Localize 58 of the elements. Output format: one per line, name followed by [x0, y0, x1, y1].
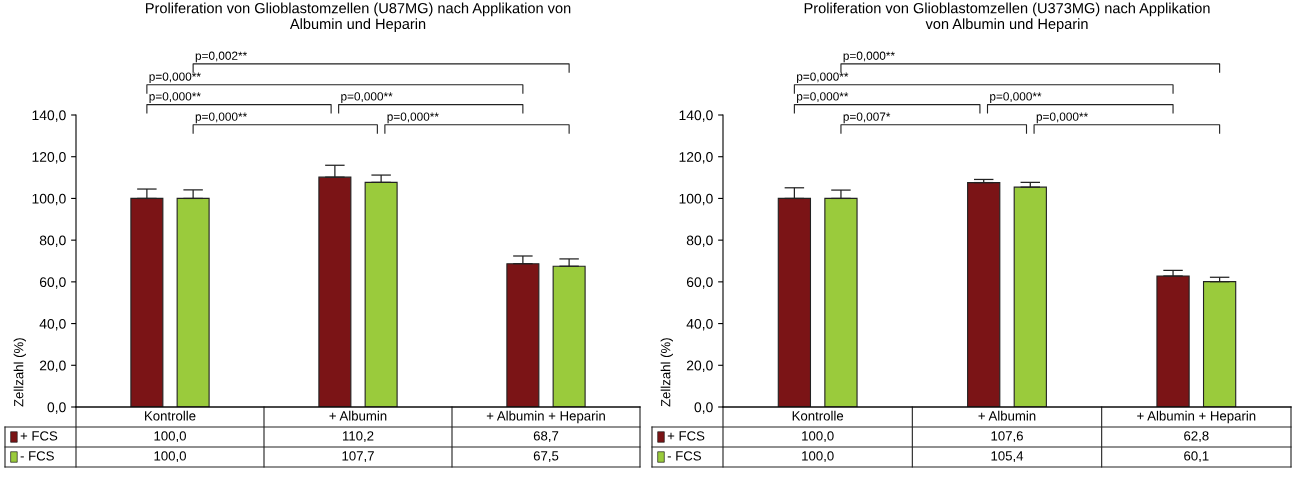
annotation: p=0,000** — [195, 112, 248, 124]
y-axis-title: Zellzahl (%) — [13, 338, 26, 407]
y-tick-label: 140,0 — [32, 110, 66, 122]
y-tick-label: 60,0 — [686, 277, 713, 289]
bar — [1013, 186, 1047, 407]
text: 67,5 — [533, 451, 559, 463]
annotation: p=0,000** — [387, 112, 439, 124]
text: 100,0 — [802, 431, 834, 443]
y-tick-label: 100,0 — [32, 193, 66, 206]
text: p=0,000** — [149, 72, 201, 84]
y-tick-label: 60,0 — [39, 277, 66, 289]
x-tick-label: Kontrolle — [145, 410, 196, 421]
legend-label: + FCS — [667, 431, 705, 441]
y-tick-label: 20,0 — [686, 360, 713, 373]
text: p=0,000** — [797, 92, 849, 103]
y-tick-label: 40,0 — [39, 318, 66, 331]
text: 62,8 — [1184, 431, 1209, 443]
text: 100,0 — [802, 451, 834, 463]
text: 100,0 — [154, 451, 186, 463]
bar — [1202, 281, 1237, 407]
text: 105,4 — [991, 451, 1024, 463]
text: p=0,000** — [797, 72, 849, 84]
y-tick-label: 40,0 — [686, 318, 713, 331]
bar — [967, 182, 1001, 407]
y-tick-label: 120,0 — [679, 152, 713, 164]
text: 107,6 — [991, 431, 1023, 443]
chart-title: Proliferation von Glioblastomzellen (U373MG) nach Applikation von Albumin und Heparin — [804, 2, 1210, 32]
legend-label: - FCS — [667, 451, 701, 461]
text: p=0,000** — [990, 92, 1042, 103]
annotation: p=0,007* — [843, 112, 891, 124]
y-tick-label: 140,0 — [679, 110, 713, 122]
text: 60,1 — [1184, 451, 1209, 463]
text: p=0,000** — [341, 92, 393, 103]
x-tick-label: Kontrolle — [792, 410, 844, 421]
text: 110,2 — [342, 431, 374, 443]
y-tick-label: 0,0 — [694, 402, 713, 414]
y-tick-label: 100,0 — [679, 193, 713, 206]
text: p=0,000** — [149, 92, 201, 103]
annotation: p=0,000** — [1036, 112, 1088, 124]
chart-title: Proliferation von Glioblastomzellen (U87MG) nach Applikation von Albumin und Heparin — [146, 2, 571, 32]
y-tick-label: 20,0 — [39, 360, 66, 373]
y-tick-label: 120,0 — [32, 152, 66, 164]
legend-label: - FCS — [20, 451, 54, 461]
y-axis-title: Zellzahl (%) — [660, 338, 673, 407]
text: 68,7 — [533, 431, 559, 443]
text: 100,0 — [154, 431, 186, 443]
bar — [1156, 275, 1190, 407]
y-tick-label: 80,0 — [686, 235, 713, 247]
x-tick-label: + Albumin — [978, 410, 1036, 421]
legend-label: + FCS — [20, 431, 58, 441]
text: p=0,000** — [843, 51, 895, 63]
x-tick-label: + Albumin + Heparin — [486, 410, 605, 424]
y-tick-label: 0,0 — [47, 402, 66, 414]
text: p=0,002** — [195, 51, 248, 63]
x-tick-label: + Albumin — [329, 410, 387, 421]
x-tick-label: + Albumin + Heparin — [1137, 410, 1256, 424]
y-tick-label: 80,0 — [39, 235, 66, 247]
text: 107,7 — [342, 451, 374, 463]
